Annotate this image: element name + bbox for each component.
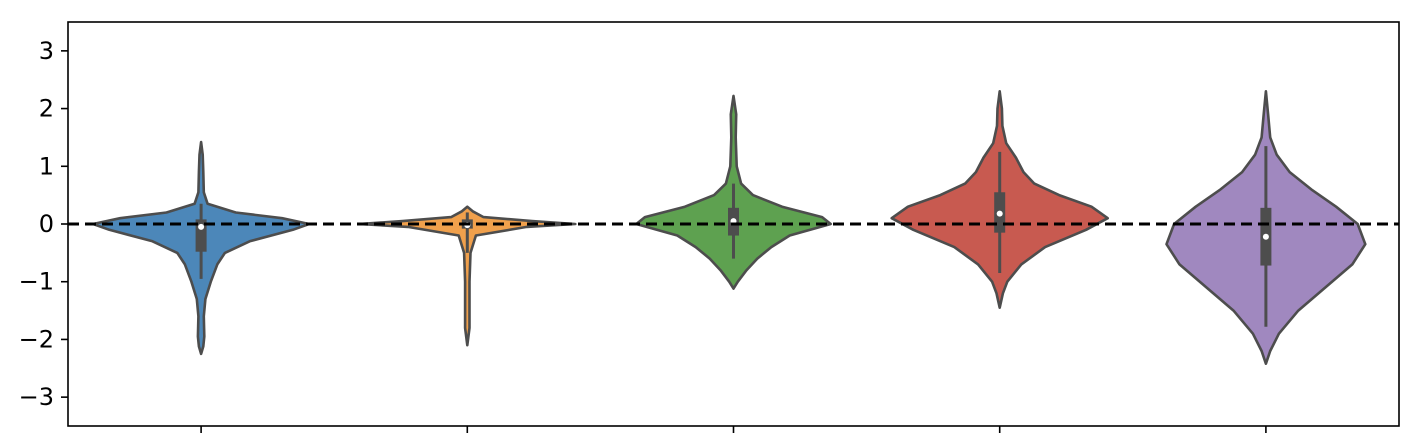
y-tick-label: 2 bbox=[39, 95, 54, 123]
violin-2 bbox=[358, 205, 577, 347]
y-tick-label: −1 bbox=[19, 268, 54, 296]
violin-layer bbox=[91, 90, 1367, 365]
violin-4 bbox=[890, 90, 1109, 309]
y-axis: 3 2 1 0 −1 −2 −3 bbox=[19, 37, 68, 411]
y-tick-label: 1 bbox=[39, 152, 54, 180]
violin-1 bbox=[91, 140, 311, 356]
violin-iqr-box-1 bbox=[195, 219, 207, 252]
violin-5 bbox=[1165, 90, 1367, 365]
violin-3 bbox=[635, 94, 832, 290]
violin-median-5 bbox=[1262, 233, 1269, 240]
y-tick-label: −3 bbox=[19, 383, 54, 411]
violin-median-4 bbox=[996, 210, 1003, 217]
violin-median-1 bbox=[198, 223, 205, 230]
violin-body-2 bbox=[358, 205, 577, 347]
plot-frame bbox=[67, 21, 1400, 427]
y-tick-label: 3 bbox=[39, 37, 54, 65]
y-tick-label: −2 bbox=[19, 325, 54, 353]
x-axis bbox=[200, 426, 1267, 433]
y-tick-label: 0 bbox=[39, 210, 54, 238]
